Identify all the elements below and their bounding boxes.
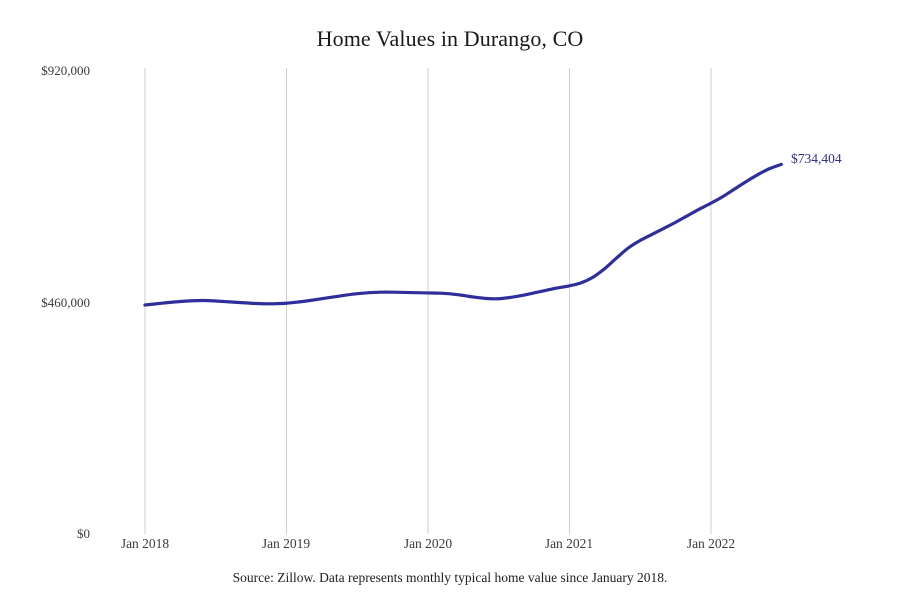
ytick-label-0: $0 xyxy=(77,526,90,541)
xtick-label-jan-2018: Jan 2018 xyxy=(120,536,170,551)
xtick-label-jan-2020: Jan 2020 xyxy=(403,536,453,551)
end-value-annotation: $734,404 xyxy=(791,151,842,166)
chart-title: Home Values in Durango, CO xyxy=(316,26,584,51)
gridlines xyxy=(144,68,712,534)
xtick-label-jan-2022: Jan 2022 xyxy=(686,536,736,551)
source-note: Source: Zillow. Data represents monthly … xyxy=(232,570,668,585)
data-line-series-typical-home-value xyxy=(143,162,783,307)
xtick-label-jan-2021: Jan 2021 xyxy=(544,536,594,551)
xtick-label-jan-2019: Jan 2019 xyxy=(261,536,311,551)
ytick-label-920000: $920,000 xyxy=(41,63,90,78)
ytick-label-460000: $460,000 xyxy=(41,295,90,310)
